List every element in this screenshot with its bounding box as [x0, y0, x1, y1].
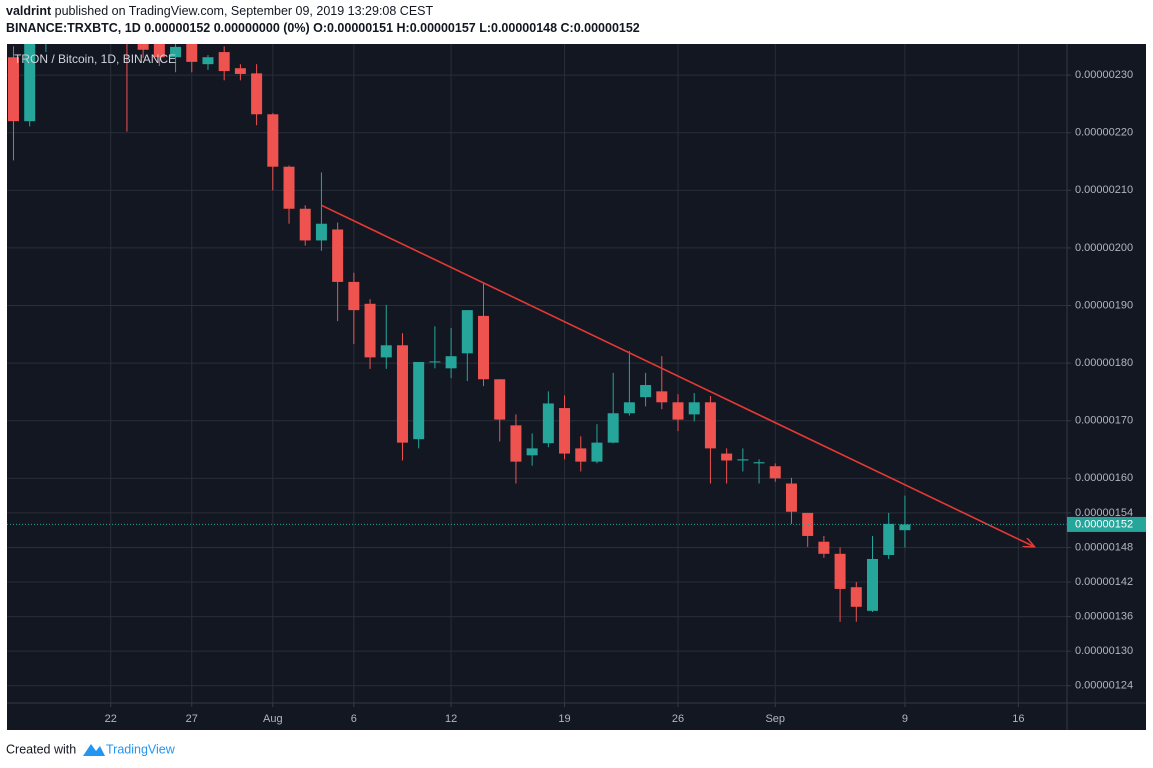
candle-body [623, 402, 635, 414]
candle-body [429, 361, 441, 363]
candle-body [315, 223, 327, 241]
y-tick-label: 0.00000190 [1075, 299, 1133, 311]
symbol-line: BINANCE:TRXBTC, 1D 0.00000152 0.00000000… [6, 21, 640, 35]
candle-body [575, 448, 587, 462]
x-tick-label: 22 [105, 713, 117, 725]
candle-body [850, 587, 862, 607]
tradingview-logo [83, 744, 105, 756]
candle-body [7, 57, 19, 122]
candle-body [461, 310, 473, 354]
candle-body [542, 403, 554, 444]
author: valdrint [6, 4, 52, 18]
candle-body [802, 512, 814, 536]
candle-body [753, 462, 765, 464]
candle-body [299, 208, 311, 241]
candle-body [867, 558, 879, 611]
footer-brand: TradingView [106, 742, 176, 756]
y-tick-label: 0.00000230 [1075, 69, 1133, 81]
y-tick-label: 0.00000180 [1075, 357, 1133, 369]
candle-body [494, 379, 506, 420]
ohlc-info: 0.00000152 0.00000000 (0%) O:0.00000151 … [144, 21, 640, 35]
candle-body [478, 315, 490, 380]
candle-body [267, 114, 279, 167]
candle-body [656, 391, 668, 403]
published: published on TradingView.com, September … [55, 4, 434, 18]
x-tick-label: 16 [1012, 713, 1024, 725]
y-tick-label: 0.00000124 [1075, 680, 1133, 692]
x-tick-label: 19 [558, 713, 570, 725]
candle-body [348, 281, 360, 311]
candle-body [607, 413, 619, 443]
y-tick-label: 0.00000160 [1075, 472, 1133, 484]
candle-body [672, 402, 684, 420]
footer-text: Created with [6, 742, 76, 756]
candle-body [688, 402, 700, 415]
y-tick-label: 0.00000170 [1075, 415, 1133, 427]
candle-body [510, 425, 522, 462]
candle-body [559, 408, 571, 454]
candle-body [251, 73, 263, 115]
candle-body [364, 303, 376, 358]
x-tick-label: 6 [351, 713, 357, 725]
x-tick-label: 26 [672, 713, 684, 725]
candle-body [332, 229, 344, 282]
y-tick-label: 0.00000148 [1075, 541, 1133, 553]
candle-body [234, 68, 246, 74]
x-tick-label: Sep [765, 713, 785, 725]
candle-body [218, 52, 230, 72]
candle-body [170, 46, 182, 58]
y-tick-label: 0.00000220 [1075, 127, 1133, 139]
x-tick-label: 12 [445, 713, 457, 725]
candle-body [153, 44, 165, 58]
candle-body [737, 459, 749, 461]
candle-body [704, 402, 716, 449]
trend-line [321, 204, 1034, 547]
candle-body [834, 553, 846, 589]
candle-body [283, 166, 295, 209]
candle-body [818, 541, 830, 554]
last-price-box [1067, 516, 1146, 532]
header-line: valdrint published on TradingView.com, S… [6, 4, 433, 18]
candle-body [591, 442, 603, 462]
y-tick-label: 0.00000200 [1075, 242, 1133, 254]
candle-body [526, 448, 538, 456]
x-tick-label: Aug [263, 713, 283, 725]
x-tick-label: 27 [186, 713, 198, 725]
x-tick-label: 9 [902, 713, 908, 725]
last-price-label: 0.00000152 [1075, 518, 1133, 530]
candle-body [137, 44, 149, 50]
candle-body [24, 44, 36, 122]
symbol: BINANCE:TRXBTC, 1D [6, 21, 141, 35]
chart-background [7, 44, 1146, 730]
candle-body [202, 57, 214, 65]
candle-body [883, 523, 895, 555]
candle-body [769, 466, 781, 479]
candle-body [186, 44, 198, 62]
candle-body [445, 356, 457, 369]
candle-body [413, 361, 425, 440]
candle-body [899, 524, 911, 531]
candle-body [380, 345, 392, 358]
y-tick-label: 0.00000142 [1075, 576, 1133, 588]
y-tick-label: 0.00000130 [1075, 645, 1133, 657]
candle-body [721, 453, 733, 461]
y-tick-label: 0.00000136 [1075, 610, 1133, 622]
candle-body [785, 483, 797, 512]
chart-legend: TRON / Bitcoin, 1D, BINANCE [14, 52, 176, 66]
y-tick-label: 0.00000154 [1075, 507, 1133, 519]
candle-body [396, 345, 408, 443]
candle-body [640, 385, 652, 398]
y-tick-label: 0.00000210 [1075, 184, 1133, 196]
